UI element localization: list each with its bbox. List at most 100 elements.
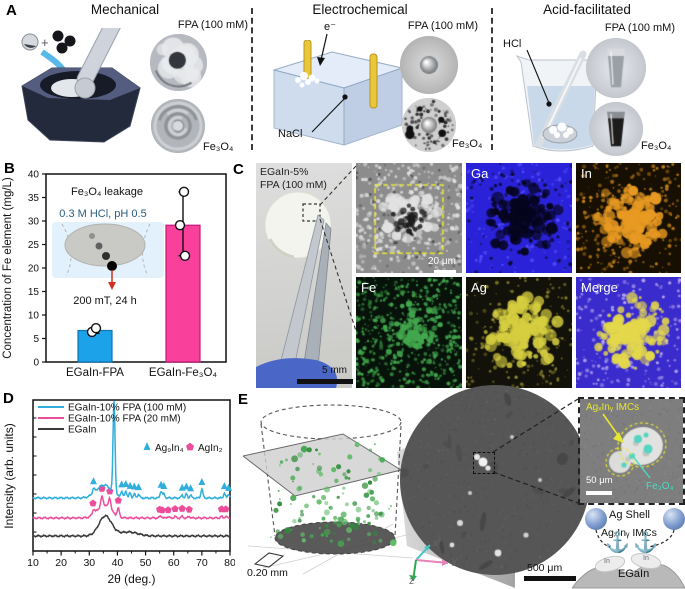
- bar: [77, 329, 113, 363]
- leak-dot: [95, 242, 103, 250]
- particle: [325, 534, 328, 538]
- sem-scale-label: 20 μm: [428, 256, 456, 267]
- agin2-marker: [185, 505, 193, 513]
- photo-mechanical-fpa: [150, 34, 207, 91]
- eds-map-ga: [466, 163, 572, 273]
- eds-map-ag-canvas: [466, 277, 572, 388]
- anchor-icon: ⚓: [633, 532, 658, 554]
- particle: [371, 509, 375, 513]
- particle: [297, 452, 303, 458]
- particle: [374, 511, 380, 517]
- photo-mechanical-fpa-canvas: [150, 34, 207, 91]
- nacl-label: NaCl: [278, 128, 303, 140]
- particle: [346, 469, 351, 474]
- divider-electrochemical-acid: [491, 8, 493, 150]
- in-label-right: In: [643, 555, 649, 562]
- chart-text: EGaIn-10% FPA (100 mM): [68, 403, 186, 414]
- eds-map-in-label: In: [581, 166, 592, 181]
- electron-label: e⁻: [324, 21, 336, 33]
- xrd-trace: [32, 514, 231, 538]
- data-point: [179, 250, 191, 261]
- sample-disk: [274, 521, 396, 555]
- panel-a-title-electrochemical: Electrochemical: [312, 2, 408, 17]
- inset-field-condition: 200 mT, 24 h: [73, 295, 137, 307]
- eds-map-in-canvas: [576, 163, 681, 273]
- leak-dot: [102, 252, 110, 260]
- particle: [354, 442, 360, 448]
- particle: [300, 512, 305, 517]
- cylinder-side-left: [260, 423, 276, 537]
- particle: [344, 502, 349, 507]
- agin2-marker: [106, 487, 114, 495]
- particle: [277, 533, 284, 540]
- panel-d-label: D: [3, 390, 14, 407]
- particle: [300, 532, 305, 537]
- ag9in4-marker: [198, 477, 206, 485]
- field-line: [142, 223, 151, 277]
- particle: [355, 516, 361, 522]
- legend-pentagon: [186, 442, 194, 451]
- photo-electrochemical-oxide: [402, 98, 456, 152]
- data-point: [178, 186, 190, 198]
- particle: [378, 538, 383, 543]
- particle: [347, 477, 351, 480]
- chart-text: EGaIn-Fe₃O₄: [149, 367, 217, 379]
- sample-name-line1: EGaIn-5%: [260, 166, 309, 178]
- particle: [316, 499, 322, 505]
- chart-text: 40: [112, 557, 124, 569]
- chart-text: 25: [28, 240, 40, 251]
- pestle-tip: [74, 77, 96, 99]
- z-axis-head: [409, 575, 417, 581]
- particle: [363, 492, 370, 498]
- sample-photo: EGaIn-5% FPA (100 mM) 5 mm: [256, 163, 353, 389]
- ag9in4-marker: [122, 480, 130, 488]
- scale-parallelogram-icon: [253, 552, 285, 568]
- particle: [278, 498, 281, 500]
- leak-dot: [107, 261, 117, 271]
- xrd-chart-svg: 10 20 30 40 50 60 70 80 2θ (deg.) Intensity (arb.…: [2, 399, 235, 586]
- eds-map-fe-canvas: [356, 277, 462, 388]
- egain-label: EGaIn: [618, 568, 650, 580]
- particle: [346, 527, 353, 533]
- particle: [332, 532, 336, 535]
- particle: [331, 467, 337, 473]
- particle: [369, 490, 375, 495]
- ag9in4-marker: [225, 483, 233, 491]
- panel-e-label: E: [238, 391, 249, 408]
- in-blob: [594, 555, 626, 573]
- particle: [292, 480, 294, 483]
- eds-map-merge: [576, 277, 681, 388]
- eds-map-ag: [466, 277, 572, 388]
- particle: [290, 494, 297, 502]
- fpa-label-acid: FPA (100 mM): [604, 22, 675, 34]
- eds-map-merge-label: Merge: [581, 280, 618, 295]
- particle: [295, 466, 300, 472]
- sample-photo-drawing: [256, 191, 338, 389]
- particle: [324, 501, 329, 506]
- particle: [301, 538, 306, 543]
- lm-froth: [549, 122, 574, 138]
- particle: [329, 539, 333, 543]
- particle: [321, 516, 326, 521]
- particle: [347, 537, 351, 541]
- mortar-pestle-illustration: +: [21, 28, 141, 143]
- agin2-marker: [158, 506, 166, 514]
- particle: [270, 536, 272, 539]
- imc-label: AgₓInᵧ IMCs: [586, 402, 640, 413]
- electrode-right: [369, 53, 378, 109]
- ag9in4-marker: [220, 482, 228, 490]
- leak-dot: [89, 233, 95, 239]
- photo-mechanical-oxide-canvas: [151, 99, 205, 153]
- particle: [273, 507, 279, 513]
- particle: [277, 501, 283, 507]
- anchor-icon: ⚓: [605, 532, 630, 554]
- chart-text: 15: [28, 287, 40, 298]
- axis-gizmo: [409, 544, 449, 582]
- chart-text: 70: [196, 557, 208, 569]
- particle: [374, 516, 379, 520]
- nacl-dot: [342, 94, 348, 100]
- particle: [347, 454, 353, 460]
- ag-shell-sphere: [585, 508, 607, 530]
- eds-map-in: [576, 163, 681, 273]
- particle: [368, 448, 373, 452]
